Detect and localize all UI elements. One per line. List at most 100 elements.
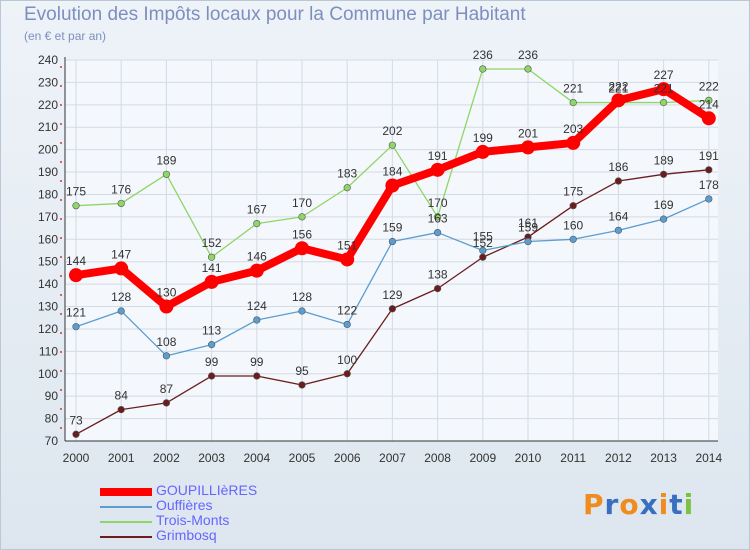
data-point bbox=[117, 199, 125, 208]
logo-letter: t bbox=[669, 488, 684, 521]
data-point bbox=[295, 241, 309, 256]
data-point bbox=[343, 370, 351, 378]
data-point bbox=[614, 226, 623, 234]
x-tick-label: 2010 bbox=[515, 451, 542, 465]
data-label: 170 bbox=[292, 196, 312, 210]
logo-letter: o bbox=[619, 488, 640, 521]
data-point bbox=[72, 323, 80, 331]
data-point bbox=[569, 202, 577, 210]
data-label: 189 bbox=[654, 153, 674, 167]
y-tick-label: 230 bbox=[38, 75, 58, 89]
data-point bbox=[208, 372, 216, 380]
plot-area bbox=[65, 60, 718, 441]
logo-letter: x bbox=[639, 488, 659, 521]
x-tick-label: 2008 bbox=[424, 451, 451, 465]
data-label: 128 bbox=[292, 290, 312, 304]
x-tick-label: 2007 bbox=[379, 451, 406, 465]
data-label: 175 bbox=[563, 185, 583, 199]
data-label: 155 bbox=[473, 230, 493, 244]
data-point bbox=[479, 65, 487, 73]
data-point bbox=[162, 352, 170, 360]
y-tick-label: 170 bbox=[38, 210, 58, 224]
data-point bbox=[162, 170, 170, 178]
y-tick-label: 240 bbox=[38, 53, 58, 67]
data-point bbox=[388, 141, 397, 149]
y-tick-label: 150 bbox=[38, 255, 58, 269]
y-tick-label: 130 bbox=[38, 300, 58, 314]
data-label: 163 bbox=[428, 212, 448, 226]
data-point bbox=[162, 399, 170, 407]
data-point bbox=[208, 341, 216, 349]
data-label: 95 bbox=[295, 364, 309, 378]
data-point bbox=[430, 162, 445, 177]
data-point bbox=[701, 111, 716, 126]
data-label: 152 bbox=[202, 236, 222, 250]
data-point bbox=[117, 307, 125, 315]
data-point bbox=[659, 98, 668, 107]
data-point bbox=[705, 195, 713, 203]
data-point bbox=[434, 228, 442, 237]
x-tick-label: 2002 bbox=[153, 451, 180, 465]
x-tick-label: 2009 bbox=[469, 451, 496, 465]
x-tick-label: 2005 bbox=[289, 451, 316, 465]
data-point bbox=[479, 246, 487, 255]
data-label: 87 bbox=[160, 382, 174, 396]
data-point bbox=[659, 215, 668, 223]
data-point bbox=[524, 237, 532, 246]
data-label: 138 bbox=[428, 268, 448, 282]
data-point bbox=[705, 166, 713, 174]
data-label: 175 bbox=[66, 185, 86, 199]
data-label: 121 bbox=[66, 306, 86, 320]
data-label: 221 bbox=[654, 82, 674, 96]
data-point bbox=[614, 177, 623, 185]
chart-title: Evolution des Impôts locaux pour la Comm… bbox=[24, 4, 526, 25]
data-point bbox=[656, 82, 671, 97]
data-point bbox=[388, 237, 397, 246]
data-point bbox=[521, 140, 535, 155]
data-point bbox=[343, 184, 351, 192]
data-point bbox=[569, 98, 577, 107]
legend-label: GOUPILLIèRES bbox=[156, 482, 258, 498]
data-point bbox=[114, 261, 129, 276]
logo-letter: i bbox=[683, 488, 695, 521]
data-label: 108 bbox=[156, 335, 176, 349]
data-point bbox=[434, 213, 442, 221]
data-label: 147 bbox=[111, 247, 131, 261]
data-label: 73 bbox=[69, 413, 83, 427]
data-point bbox=[705, 96, 713, 104]
y-tick-label: 220 bbox=[38, 98, 58, 112]
data-label: 199 bbox=[473, 131, 493, 145]
data-point bbox=[298, 213, 306, 221]
data-label: 146 bbox=[247, 250, 267, 264]
data-label: 222 bbox=[699, 79, 719, 93]
y-tick-label: 210 bbox=[38, 120, 58, 134]
data-point bbox=[72, 202, 80, 210]
data-label: 128 bbox=[111, 290, 131, 304]
y-tick-label: 120 bbox=[38, 322, 58, 336]
logo-letter: i bbox=[658, 488, 670, 521]
y-tick-label: 110 bbox=[39, 344, 58, 358]
data-label: 170 bbox=[428, 196, 448, 210]
x-tick-label: 2014 bbox=[695, 451, 722, 465]
data-label: 141 bbox=[202, 261, 222, 275]
data-label: 99 bbox=[205, 355, 219, 369]
data-point bbox=[611, 93, 626, 108]
data-point bbox=[340, 252, 355, 267]
data-label: 184 bbox=[382, 165, 402, 179]
chart-subtitle: (en € et par an) bbox=[24, 29, 107, 43]
data-label: 202 bbox=[382, 124, 402, 138]
data-point bbox=[253, 372, 261, 380]
data-label: 164 bbox=[608, 209, 628, 223]
data-label: 129 bbox=[382, 288, 402, 302]
legend-swatch bbox=[100, 536, 152, 538]
y-tick-label: 190 bbox=[38, 165, 58, 179]
data-point bbox=[475, 144, 490, 159]
data-label: 160 bbox=[563, 218, 583, 232]
data-label: 221 bbox=[608, 82, 628, 96]
legend-swatch bbox=[100, 521, 152, 523]
data-point bbox=[659, 170, 668, 178]
data-point bbox=[569, 235, 577, 243]
data-point bbox=[385, 178, 400, 193]
data-label: 159 bbox=[518, 221, 538, 235]
